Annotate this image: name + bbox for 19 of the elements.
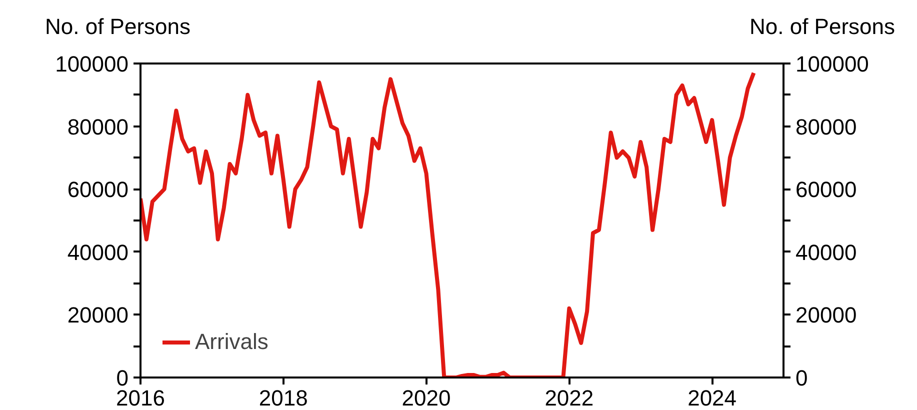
y-tick-label: 20000 <box>67 302 129 328</box>
y2-tick-label: 40000 <box>796 240 857 265</box>
y-tick-label: 40000 <box>67 240 129 265</box>
y2-axis-title: No. of Persons <box>749 13 896 41</box>
y2-tick-label: 100000 <box>796 52 869 76</box>
y-axis-title: No. of Persons <box>45 13 191 41</box>
y2-tick-label: 80000 <box>796 114 857 140</box>
line-series <box>140 70 756 378</box>
y-tick-label: 100000 <box>55 52 129 76</box>
x-tick-label: 2020 <box>402 386 451 410</box>
legend-label: Arrivals <box>195 329 268 355</box>
y2-tick-label: 0 <box>796 366 808 390</box>
x-tick-label: 2024 <box>688 386 737 410</box>
y-tick-label: 60000 <box>67 177 129 202</box>
x-tick-label: 2022 <box>544 386 594 410</box>
y2-tick-label: 20000 <box>796 302 857 328</box>
x-tick-label: 2018 <box>258 386 308 410</box>
y-tick-label: 80000 <box>67 114 129 140</box>
y2-tick-label: 60000 <box>796 177 857 202</box>
